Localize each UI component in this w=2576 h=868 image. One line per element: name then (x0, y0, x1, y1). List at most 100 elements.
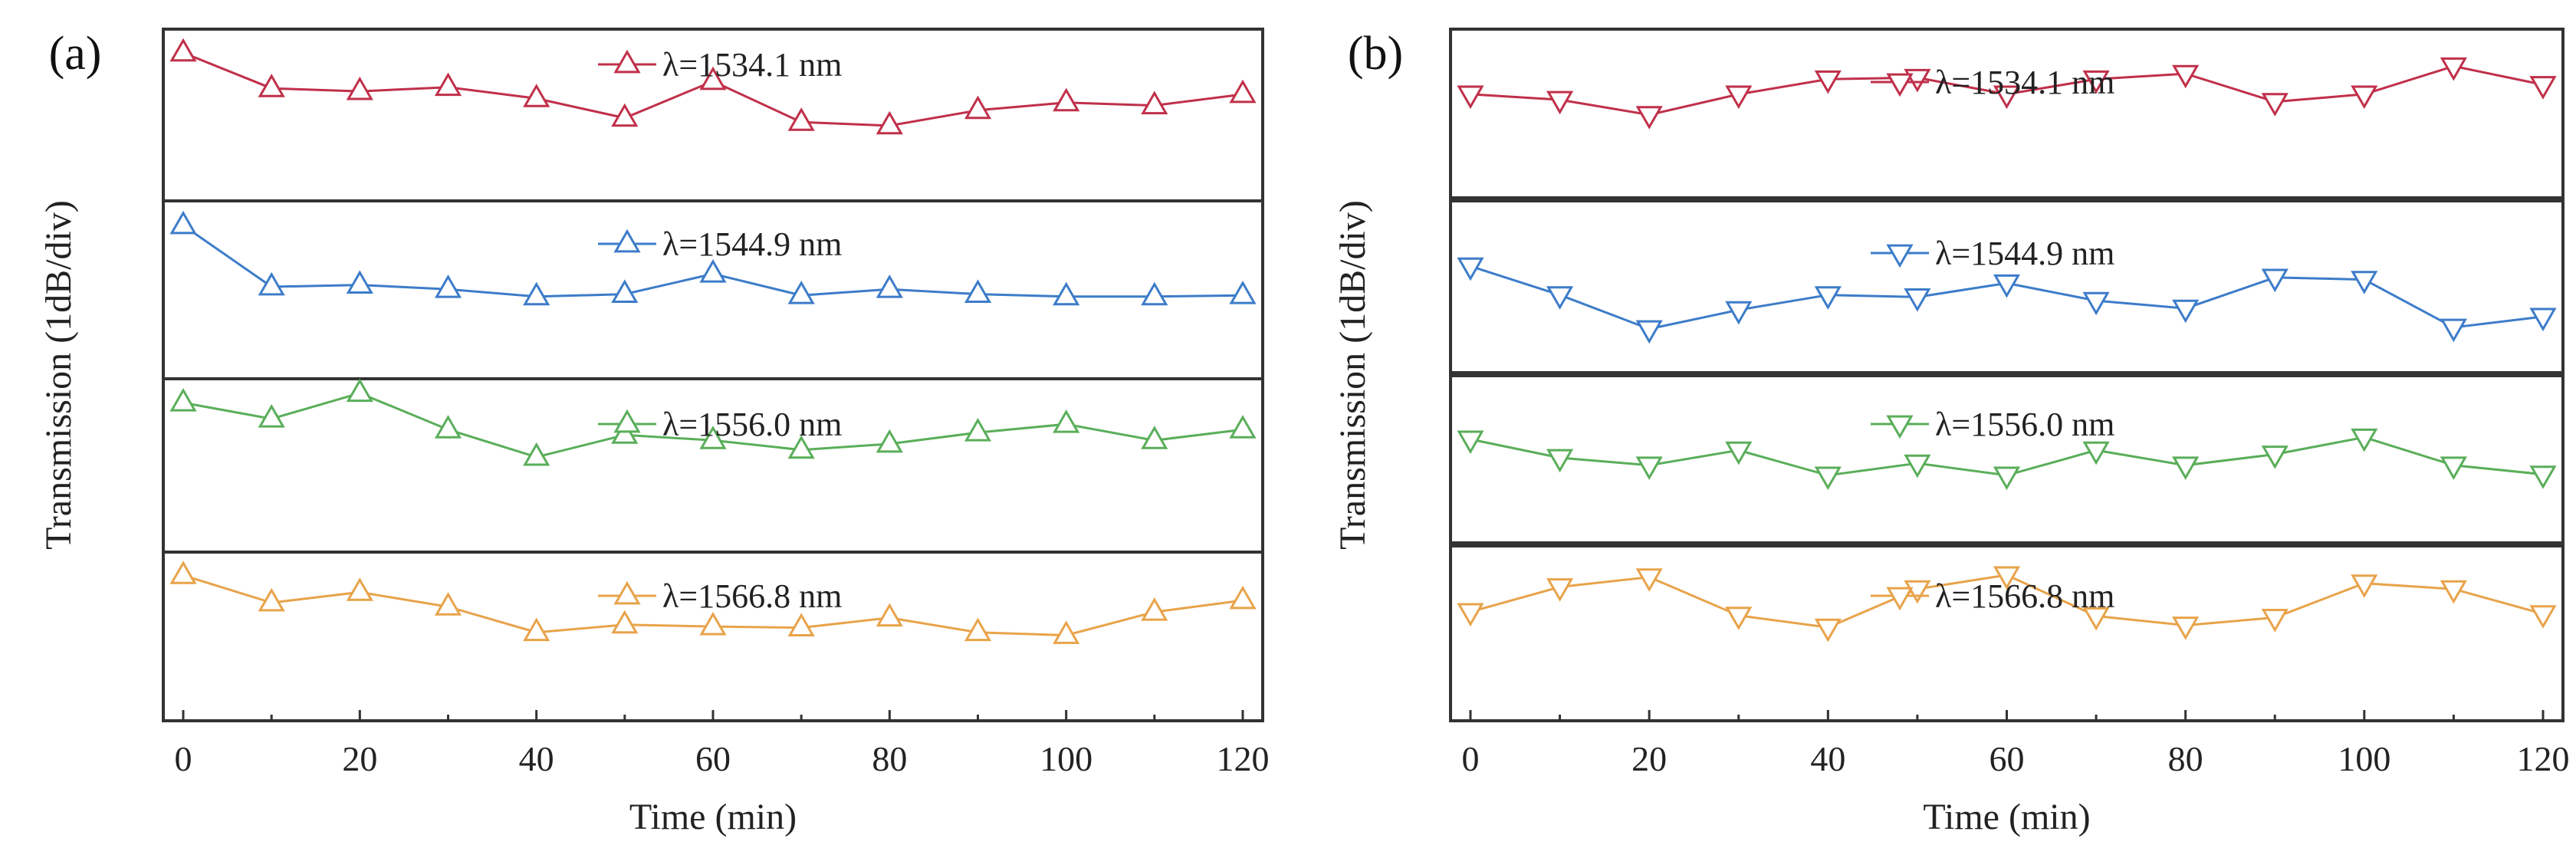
data-point (964, 95, 992, 120)
data-point (611, 103, 639, 127)
legend-label: λ=1566.8 nm (1935, 577, 2114, 615)
data-point (346, 378, 373, 403)
data-point (2529, 76, 2557, 100)
x-tick-label: 40 (519, 739, 554, 778)
panel-label: (b) (1348, 28, 1403, 80)
data-point (258, 587, 285, 612)
data-point (523, 281, 550, 306)
data-point (611, 610, 639, 634)
data-point (1904, 580, 1931, 604)
data-point (1993, 566, 2021, 590)
legend-label: λ=1534.1 nm (1935, 64, 2114, 101)
data-point (964, 417, 992, 442)
data-point (2351, 85, 2378, 110)
legend-marker (613, 409, 641, 433)
data-point (1993, 466, 2021, 491)
series-2 (1457, 257, 2557, 344)
data-point (1635, 106, 1663, 130)
legend-entry: λ=1556.0 nm (598, 406, 842, 443)
x-tick-label: 40 (1810, 739, 1845, 778)
data-point (699, 258, 727, 283)
data-point (1053, 409, 1080, 433)
data-point (1229, 280, 1257, 304)
x-tick-label: 0 (175, 739, 192, 778)
data-point (2082, 441, 2110, 465)
data-point (434, 592, 462, 616)
x-tick-label: 60 (1990, 739, 2025, 778)
data-point (1904, 288, 1931, 312)
data-point (434, 415, 462, 439)
legend-marker (1886, 587, 1914, 611)
data-point (1457, 603, 1484, 627)
data-point (1635, 568, 1663, 592)
data-point (1053, 281, 1080, 306)
data-point (2261, 609, 2288, 633)
data-point (787, 435, 815, 459)
data-point (523, 442, 550, 466)
panel-b: 0 20 40 60 80 100 120 Time (min) Transmission (1… (1332, 28, 2570, 837)
data-point (258, 74, 285, 97)
data-point (346, 577, 373, 601)
series-4 (1457, 566, 2557, 643)
x-tick-label: 80 (872, 739, 907, 778)
data-point (876, 429, 903, 453)
data-point (2351, 428, 2378, 452)
data-point (2440, 57, 2467, 81)
data-point (2440, 580, 2467, 604)
data-point (1546, 449, 1574, 473)
data-point (1141, 281, 1168, 306)
data-point (1635, 456, 1663, 481)
data-point (1814, 70, 1842, 94)
data-point (2172, 616, 2200, 640)
data-point (346, 76, 373, 100)
data-point (169, 561, 197, 584)
y-axis-label: Transmission (1dB/div) (1332, 200, 1373, 550)
data-point (1993, 85, 2021, 110)
data-point (2172, 299, 2200, 324)
x-tick-label: 120 (1217, 739, 1270, 778)
series-2 (169, 210, 1257, 306)
data-point (1229, 415, 1257, 439)
x-tick-label: 100 (2338, 739, 2390, 778)
data-point (2351, 574, 2378, 598)
x-tick-label: 100 (1040, 739, 1092, 778)
legend-entry: λ=1566.8 nm (1871, 577, 2114, 615)
legend-marker (613, 580, 641, 605)
data-point (876, 110, 903, 135)
legend-marker (1886, 415, 1914, 439)
panel-label: (a) (49, 28, 102, 80)
data-point (2082, 70, 2110, 94)
x-tick-label: 0 (1462, 739, 1480, 778)
series-1 (169, 38, 1257, 135)
data-point (787, 613, 815, 636)
series-3 (1457, 428, 2557, 491)
legend-entry: λ=1544.9 nm (1871, 235, 2114, 272)
data-point (699, 426, 727, 449)
data-point (1546, 286, 1574, 310)
data-point (2261, 268, 2288, 293)
data-point (523, 617, 550, 642)
legend-entry: λ=1534.1 nm (598, 46, 842, 84)
data-point (1141, 90, 1168, 115)
legend-marker (613, 229, 641, 253)
panel-a: 0 20 40 60 80 100 120 Time (min) Transmission (1… (38, 28, 1270, 837)
x-tick-label: 80 (2168, 739, 2203, 778)
data-point (1725, 85, 1753, 110)
data-point (2172, 456, 2200, 481)
data-point (169, 210, 197, 235)
data-point (1635, 320, 1663, 344)
data-point (258, 403, 285, 428)
series-1 (1457, 57, 2557, 130)
legend-label: λ=1544.9 nm (1935, 235, 2114, 272)
y-axis-label: Transmission (1dB/div) (38, 200, 79, 550)
data-point (1725, 441, 1753, 465)
x-tick-label: 60 (695, 739, 731, 778)
data-point (346, 270, 373, 294)
data-point (1229, 585, 1257, 610)
data-point (787, 107, 815, 131)
legend-label: λ=1534.1 nm (662, 46, 842, 84)
data-point (2529, 307, 2557, 332)
data-point (1904, 454, 1931, 478)
data-point (1457, 430, 1484, 455)
